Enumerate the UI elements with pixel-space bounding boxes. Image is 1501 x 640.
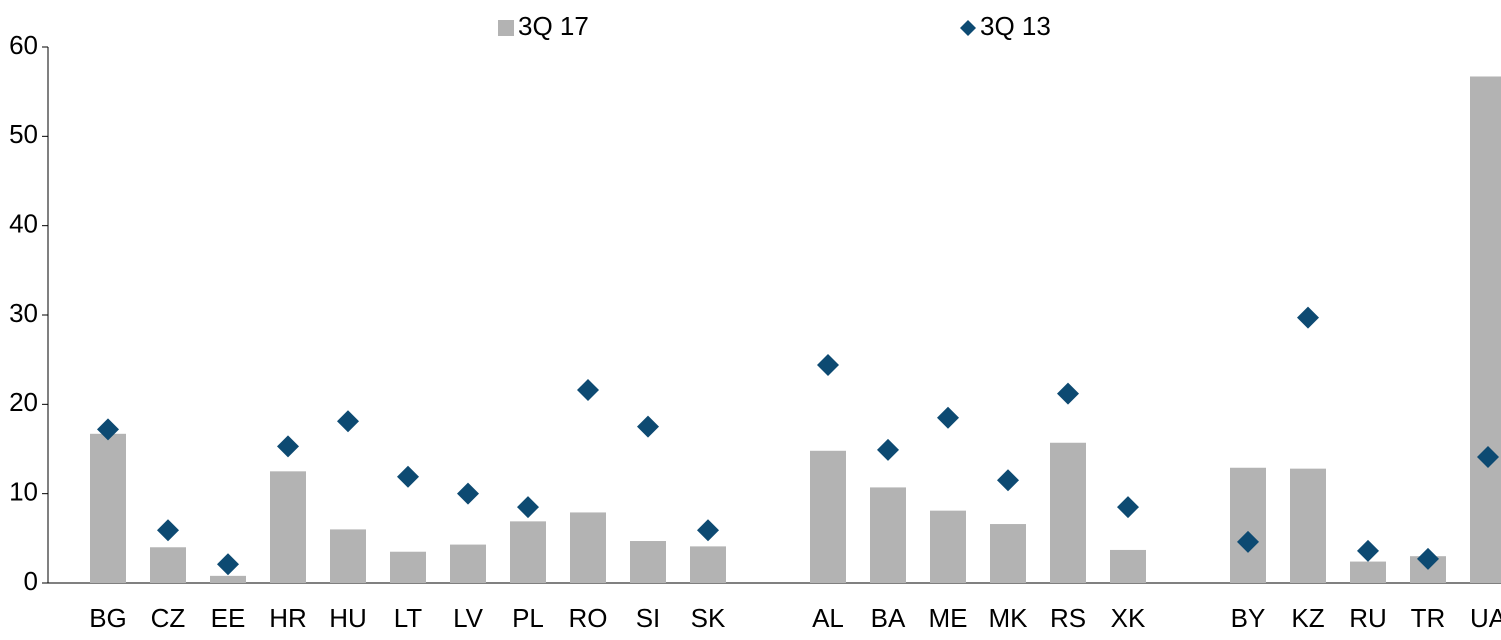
diamond-marker	[517, 496, 539, 519]
diamond-marker	[1117, 496, 1139, 519]
y-tick-label: 20	[9, 387, 38, 417]
diamond-marker	[1237, 530, 1259, 553]
bar	[990, 524, 1026, 583]
bar	[210, 575, 246, 583]
diamond-marker	[637, 415, 659, 438]
x-tick-label: RS	[1050, 603, 1086, 633]
diamond-marker	[697, 519, 719, 542]
bar	[1470, 76, 1501, 583]
x-tick-label: BG	[89, 603, 127, 633]
y-tick-label: 0	[24, 566, 38, 596]
x-tick-label: AL	[812, 603, 844, 633]
diamond-marker	[997, 469, 1019, 492]
y-tick-label: 60	[9, 30, 38, 60]
bar	[390, 551, 426, 583]
diamond-marker	[1057, 382, 1079, 405]
diamond-marker	[1357, 539, 1379, 562]
legend-swatch	[498, 20, 514, 36]
x-tick-label: HR	[269, 603, 307, 633]
diamond-marker	[1417, 547, 1439, 570]
y-tick-label: 10	[9, 477, 38, 507]
bar	[90, 433, 126, 583]
x-tick-label: BY	[1231, 603, 1266, 633]
diamond-marker	[157, 519, 179, 542]
diamond-marker	[817, 354, 839, 377]
legend-label: 3Q 13	[980, 11, 1051, 41]
bar	[1110, 549, 1146, 583]
x-tick-label: BA	[871, 603, 906, 633]
bar	[930, 510, 966, 583]
x-tick-label: UA	[1470, 603, 1501, 633]
x-tick-label: SI	[636, 603, 661, 633]
x-tick-label: LV	[453, 603, 484, 633]
diamond-marker	[577, 379, 599, 402]
bar	[1230, 467, 1266, 583]
diamond-marker	[877, 438, 899, 461]
x-tick-label: KZ	[1291, 603, 1324, 633]
y-tick-label: 30	[9, 298, 38, 328]
diamond-marker	[277, 435, 299, 458]
bar	[1050, 442, 1086, 583]
diamond-marker	[457, 482, 479, 505]
x-tick-label: PL	[512, 603, 544, 633]
diamond-marker	[337, 410, 359, 433]
x-tick-label: RO	[569, 603, 608, 633]
y-tick-label: 50	[9, 119, 38, 149]
x-tick-label: ME	[929, 603, 968, 633]
diamond-marker	[1477, 446, 1499, 469]
bar	[510, 521, 546, 583]
diamond-marker	[97, 418, 119, 441]
bar	[150, 547, 186, 583]
x-tick-label: CZ	[151, 603, 186, 633]
diamond-marker	[217, 553, 239, 576]
diamond-marker	[397, 465, 419, 488]
x-tick-label: HU	[329, 603, 367, 633]
bar	[870, 487, 906, 583]
bar	[690, 546, 726, 583]
x-tick-label: TR	[1411, 603, 1446, 633]
legend-swatch	[960, 20, 976, 36]
bar	[1350, 561, 1386, 583]
bar	[810, 450, 846, 583]
bar	[570, 512, 606, 583]
x-tick-label: XK	[1111, 603, 1146, 633]
x-tick-label: EE	[211, 603, 246, 633]
diamond-marker	[1297, 306, 1319, 329]
y-tick-label: 40	[9, 209, 38, 239]
bar	[270, 471, 306, 583]
diamond-marker	[937, 406, 959, 429]
x-tick-label: MK	[989, 603, 1029, 633]
x-tick-label: SK	[691, 603, 726, 633]
x-tick-label: RU	[1349, 603, 1387, 633]
legend-label: 3Q 17	[518, 11, 589, 41]
x-tick-label: LT	[394, 603, 423, 633]
bar	[1290, 468, 1326, 583]
bar	[450, 544, 486, 583]
bar	[630, 541, 666, 583]
bar	[330, 529, 366, 583]
